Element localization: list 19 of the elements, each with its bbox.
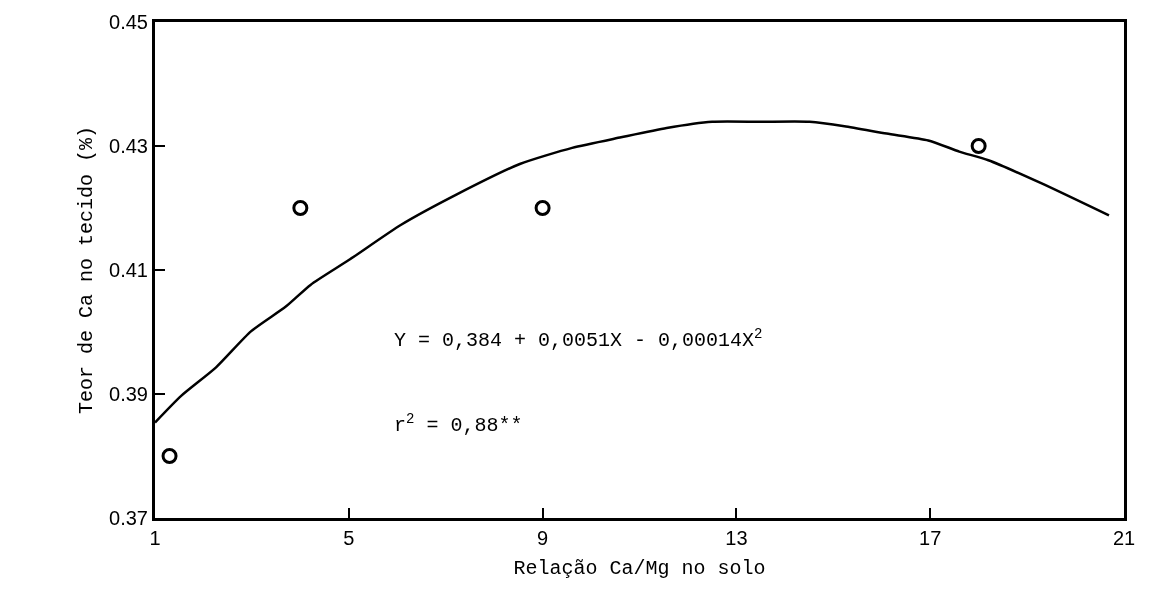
point bbox=[534, 200, 551, 216]
y-tick-label: 0.45 bbox=[109, 11, 148, 33]
x-axis-title: Relação Ca/Mg no solo bbox=[513, 556, 766, 580]
point bbox=[970, 138, 987, 154]
x-tick-label: 5 bbox=[343, 527, 355, 549]
x-tick-label: 17 bbox=[919, 527, 942, 549]
y-tick-label: 0.41 bbox=[109, 259, 148, 281]
x-tick-label: 21 bbox=[1112, 527, 1136, 549]
y-tick-label: 0.37 bbox=[109, 507, 148, 529]
x-tick-label: 1 bbox=[149, 527, 161, 549]
x-tick-label: 13 bbox=[725, 527, 748, 549]
x-tick-label: 9 bbox=[537, 527, 549, 549]
y-tick-label: 0.43 bbox=[109, 135, 148, 157]
y-tick-label: 0.39 bbox=[109, 383, 148, 405]
y-axis-title: Teor de Ca no tecido (%) bbox=[74, 125, 98, 415]
annotation: Y = 0,384 + 0,0051X - 0,00014X$^{2}$ bbox=[394, 326, 763, 353]
annotation: r$^{2}$ = 0,88** bbox=[394, 411, 523, 438]
point bbox=[292, 200, 309, 216]
point bbox=[161, 448, 178, 464]
